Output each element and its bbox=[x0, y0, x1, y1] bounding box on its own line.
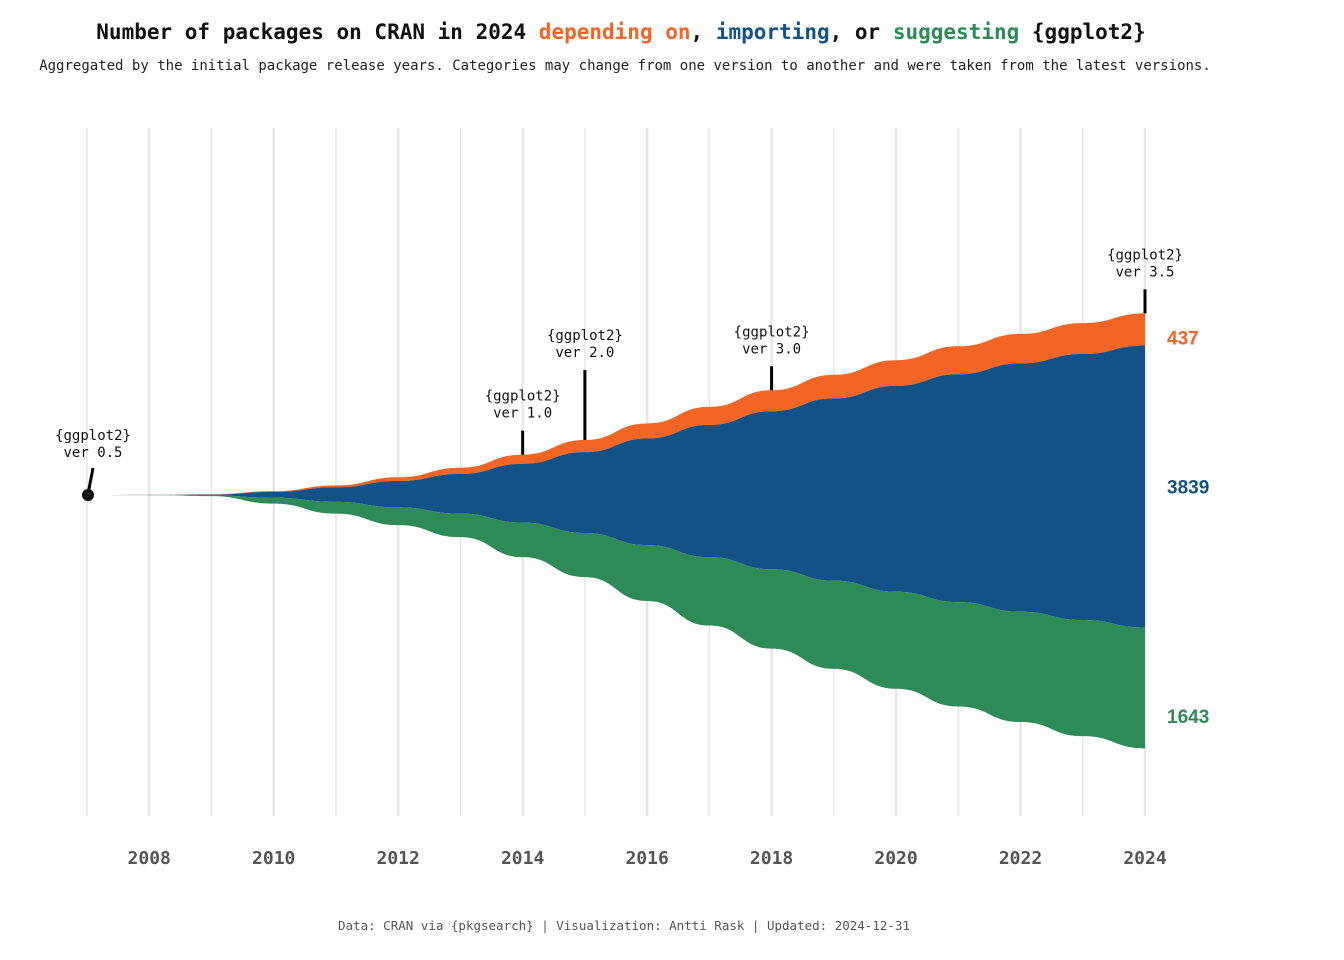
x-tick-label: 2016 bbox=[625, 848, 668, 869]
annotation-label-line1: {ggplot2} bbox=[547, 328, 623, 344]
end-label-suggests: 1643 bbox=[1167, 707, 1209, 728]
end-labels: 437 3839 1643 bbox=[1167, 328, 1209, 728]
chart-title: Number of packages on CRAN in 2024 depen… bbox=[0, 20, 1242, 44]
annotation-label-line1: {ggplot2} bbox=[485, 389, 561, 405]
x-tick-label: 2008 bbox=[128, 848, 171, 869]
version-annotations: {ggplot2}ver 0.5{ggplot2}ver 1.0{ggplot2… bbox=[55, 247, 1183, 501]
annotation-label-line1: {ggplot2} bbox=[55, 428, 131, 444]
streamgraph-chart: {ggplot2}ver 0.5{ggplot2}ver 1.0{ggplot2… bbox=[55, 128, 1209, 869]
chart-caption: Data: CRAN via {pkgsearch} | Visualizati… bbox=[338, 918, 910, 933]
title-suffix: {ggplot2} bbox=[1019, 20, 1146, 44]
x-axis-ticks: 2008 2010 2012 2014 2016 2018 2020 2022 2024 bbox=[128, 848, 1167, 869]
title-depends: depending on bbox=[538, 20, 691, 44]
annotation-label-line2: ver 2.0 bbox=[555, 345, 614, 361]
annotation-label-line1: {ggplot2} bbox=[734, 324, 810, 340]
annotation-dot bbox=[82, 489, 94, 501]
annotation-label-line1: {ggplot2} bbox=[1107, 247, 1183, 263]
x-tick-label: 2022 bbox=[999, 848, 1042, 869]
annotation-label-line2: ver 0.5 bbox=[63, 445, 122, 461]
annotation-label-line2: ver 3.5 bbox=[1115, 264, 1174, 280]
area-suggests bbox=[87, 495, 1145, 749]
x-tick-label: 2020 bbox=[874, 848, 917, 869]
end-label-depends: 437 bbox=[1167, 328, 1199, 349]
x-tick-label: 2018 bbox=[750, 848, 793, 869]
annotation-label-line2: ver 3.0 bbox=[742, 341, 801, 357]
title-sep1: , bbox=[690, 20, 716, 44]
x-tick-label: 2014 bbox=[501, 848, 545, 869]
title-prefix: Number of packages on CRAN in 2024 bbox=[96, 20, 539, 44]
annotation-label-line2: ver 1.0 bbox=[493, 406, 552, 422]
end-label-imports: 3839 bbox=[1167, 478, 1209, 499]
title-sep2: , or bbox=[829, 20, 893, 44]
x-tick-label: 2012 bbox=[376, 848, 419, 869]
chart-subtitle: Aggregated by the initial package releas… bbox=[39, 58, 1211, 74]
stream-areas bbox=[87, 313, 1145, 749]
area-imports bbox=[87, 345, 1145, 628]
title-suggests: suggesting bbox=[892, 20, 1020, 44]
title-imports: importing bbox=[715, 20, 830, 44]
x-tick-label: 2010 bbox=[252, 848, 295, 869]
x-tick-label: 2024 bbox=[1123, 848, 1167, 869]
